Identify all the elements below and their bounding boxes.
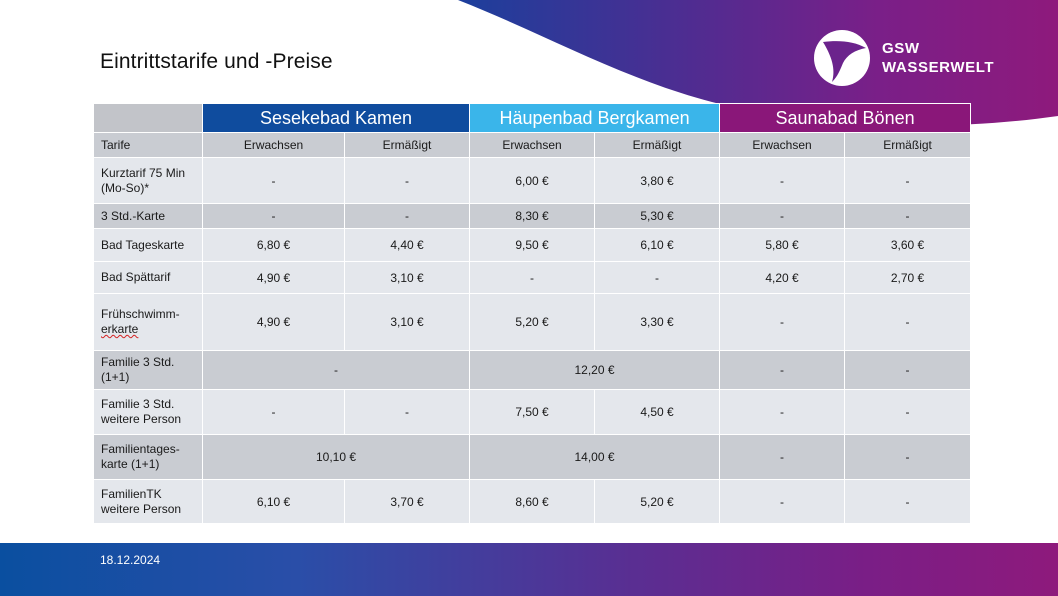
price-cell-merged: -	[201, 350, 471, 390]
price-cell: -	[202, 157, 345, 204]
facility-header-row: Sesekebad Kamen Häupenbad Bergkamen Saun…	[93, 103, 972, 133]
table-row: Kurztarif 75 Min (Mo-So)* - - 6,00 € 3,8…	[93, 157, 972, 204]
price-cell: 3,70 €	[343, 479, 471, 524]
price-cell: 7,50 €	[469, 389, 596, 435]
row-label: FamilienTK weitere Person	[93, 479, 203, 524]
price-cell: 4,50 €	[594, 389, 721, 435]
row-label: Bad Tageskarte	[93, 228, 203, 262]
price-cell-merged: 14,00 €	[469, 434, 721, 480]
price-cell: 3,10 €	[343, 293, 471, 351]
gsw-swirl-logo-icon	[814, 30, 870, 86]
price-cell: 6,10 €	[202, 479, 345, 524]
price-cell: 4,40 €	[343, 228, 471, 262]
facility-haeupenbad-bergkamen: Häupenbad Bergkamen	[469, 103, 721, 133]
price-cell: 6,80 €	[202, 228, 345, 262]
price-cell: 3,10 €	[343, 261, 471, 294]
table-row: Familientages-karte (1+1) 10,10 € 14,00 …	[93, 434, 972, 480]
price-cell: -	[719, 350, 846, 390]
logo-wordmark: GSW WASSERWELT	[882, 39, 994, 77]
price-cell: 3,30 €	[594, 293, 721, 351]
row-label: Kurztarif 75 Min (Mo-So)*	[93, 157, 203, 204]
column-header-row: Tarife Erwachsen Ermäßigt Erwachsen Ermä…	[93, 132, 972, 158]
price-cell: 3,60 €	[844, 228, 972, 262]
column-header: Ermäßigt	[343, 132, 471, 158]
price-cell: 3,80 €	[594, 157, 721, 204]
row-label: Familie 3 Std. weitere Person	[93, 389, 203, 435]
row-label: 3 Std.-Karte	[93, 203, 203, 229]
corner-cell	[93, 103, 203, 133]
gsw-logo: GSW WASSERWELT	[814, 30, 1004, 88]
row-label-line-2: erkarte	[101, 322, 139, 336]
column-header: Ermäßigt	[594, 132, 721, 158]
price-cell: -	[844, 389, 972, 435]
price-cell: 4,90 €	[202, 293, 345, 351]
column-header: Erwachsen	[719, 132, 846, 158]
price-cell: -	[719, 203, 846, 229]
table-row: 3 Std.-Karte - - 8,30 € 5,30 € - -	[93, 203, 972, 229]
price-cell: -	[343, 157, 471, 204]
price-cell: 5,20 €	[594, 479, 721, 524]
price-cell: 4,20 €	[719, 261, 846, 294]
table-row: Familie 3 Std. (1+1) - 12,20 € - -	[93, 350, 972, 390]
row-label: Familientages-karte (1+1)	[93, 434, 203, 480]
price-cell: -	[719, 479, 846, 524]
price-cell: 5,80 €	[719, 228, 846, 262]
price-cell: -	[719, 157, 846, 204]
facility-sesekebad-kamen: Sesekebad Kamen	[201, 103, 471, 133]
price-cell: -	[202, 203, 345, 229]
price-cell: 5,20 €	[469, 293, 596, 351]
price-cell: -	[719, 434, 846, 480]
price-cell: 2,70 €	[844, 261, 972, 294]
header-swoosh	[458, 0, 1058, 126]
price-cell: -	[202, 389, 345, 435]
table-row: Bad Spättarif 4,90 € 3,10 € - - 4,20 € 2…	[93, 261, 972, 294]
price-cell: 6,10 €	[594, 228, 721, 262]
column-header: Ermäßigt	[844, 132, 972, 158]
price-cell: -	[343, 389, 471, 435]
column-header: Erwachsen	[202, 132, 345, 158]
logo-line-2: WASSERWELT	[882, 59, 995, 76]
price-cell: 4,90 €	[202, 261, 345, 294]
slide-title: Eintrittstarife und -Preise	[100, 50, 333, 73]
price-cell: -	[719, 293, 846, 351]
price-cell: -	[844, 479, 972, 524]
price-cell: -	[844, 157, 972, 204]
logo-line-1: GSW	[882, 40, 920, 57]
price-cell: -	[844, 434, 972, 480]
table-row: Bad Tageskarte 6,80 € 4,40 € 9,50 € 6,10…	[93, 228, 972, 262]
footer-date: 18.12.2024	[100, 553, 161, 567]
column-header: Erwachsen	[469, 132, 596, 158]
facility-saunabad-boenen: Saunabad Bönen	[719, 103, 972, 133]
price-cell: -	[469, 261, 596, 294]
tariff-table: Sesekebad Kamen Häupenbad Bergkamen Saun…	[93, 103, 972, 524]
price-cell: -	[844, 350, 972, 390]
price-cell: 6,00 €	[469, 157, 596, 204]
price-cell: -	[343, 203, 471, 229]
tarife-header: Tarife	[93, 132, 203, 158]
row-label: Bad Spättarif	[93, 261, 203, 294]
table-row: Familie 3 Std. weitere Person - - 7,50 €…	[93, 389, 972, 435]
price-cell: 8,60 €	[469, 479, 596, 524]
price-cell: -	[844, 203, 972, 229]
price-cell: 9,50 €	[469, 228, 596, 262]
price-cell: -	[844, 293, 972, 351]
price-cell-merged: 10,10 €	[201, 434, 471, 480]
row-label: Frühschwimm-erkarte	[93, 293, 203, 351]
footer-band	[0, 543, 1058, 596]
price-cell: 5,30 €	[594, 203, 721, 229]
price-cell: -	[719, 389, 846, 435]
price-cell: -	[594, 261, 721, 294]
price-cell: 8,30 €	[469, 203, 596, 229]
row-label: Familie 3 Std. (1+1)	[93, 350, 203, 390]
price-cell-merged: 12,20 €	[469, 350, 721, 390]
table-row: FamilienTK weitere Person 6,10 € 3,70 € …	[93, 479, 972, 524]
row-label-line-1: Frühschwimm-	[101, 307, 180, 321]
table-row: Frühschwimm-erkarte 4,90 € 3,10 € 5,20 €…	[93, 293, 972, 351]
